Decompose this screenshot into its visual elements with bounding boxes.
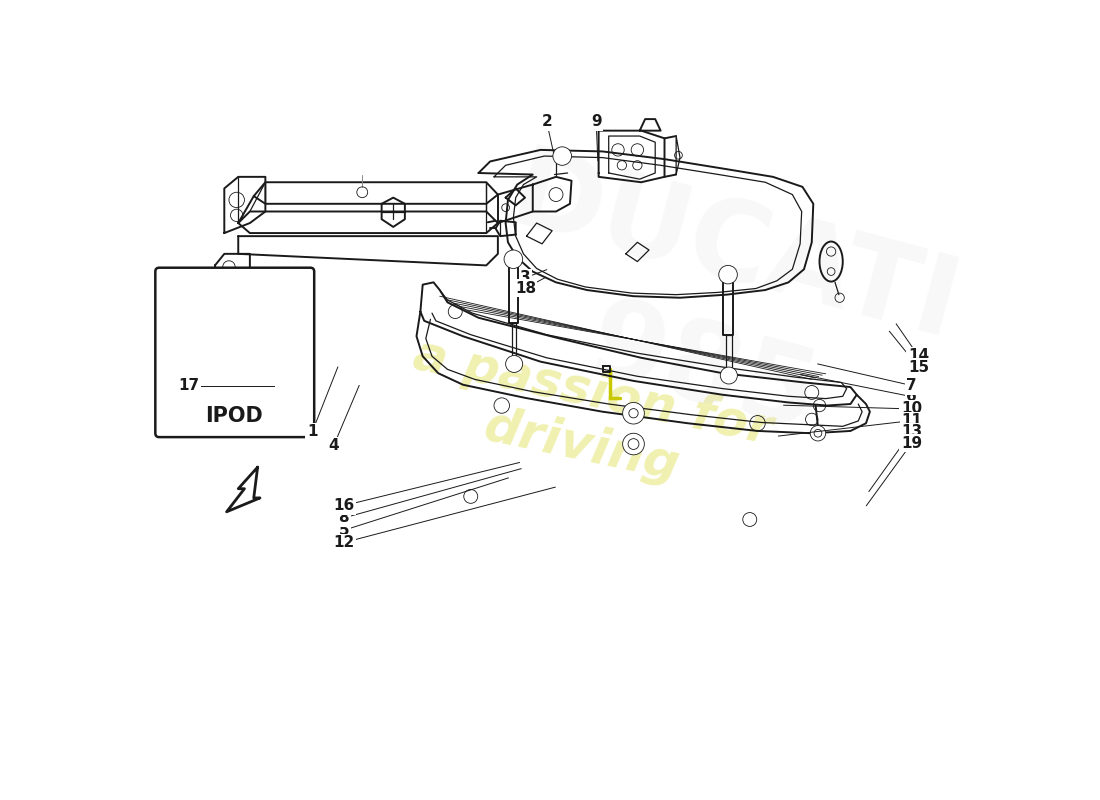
Circle shape: [718, 266, 737, 284]
Text: 17: 17: [178, 378, 199, 393]
Circle shape: [623, 434, 645, 455]
Text: 7: 7: [906, 378, 917, 393]
Text: 19: 19: [901, 436, 922, 451]
Text: 4: 4: [328, 438, 339, 454]
Text: 18: 18: [515, 281, 536, 296]
Text: 11: 11: [901, 413, 922, 428]
Text: 12: 12: [333, 535, 354, 550]
Text: 9: 9: [591, 114, 602, 130]
Circle shape: [506, 355, 522, 373]
Circle shape: [811, 426, 826, 441]
Text: 2: 2: [541, 114, 552, 130]
Text: DUCATI
985: DUCATI 985: [468, 141, 970, 482]
Text: IPOD: IPOD: [206, 406, 263, 426]
Text: 6: 6: [906, 389, 917, 404]
Text: 10: 10: [901, 402, 922, 417]
Circle shape: [553, 147, 572, 166]
Circle shape: [720, 367, 737, 384]
Text: 8: 8: [339, 510, 349, 526]
Text: 3: 3: [520, 270, 530, 286]
Text: 5: 5: [339, 522, 349, 538]
Text: a passion for
driving: a passion for driving: [397, 330, 777, 508]
Text: 16: 16: [333, 498, 354, 513]
Text: 1: 1: [307, 424, 318, 439]
Text: 13: 13: [901, 424, 922, 439]
FancyBboxPatch shape: [155, 268, 315, 437]
Circle shape: [623, 402, 645, 424]
Text: 15: 15: [908, 359, 930, 374]
Text: 14: 14: [908, 349, 930, 363]
Circle shape: [504, 250, 522, 269]
